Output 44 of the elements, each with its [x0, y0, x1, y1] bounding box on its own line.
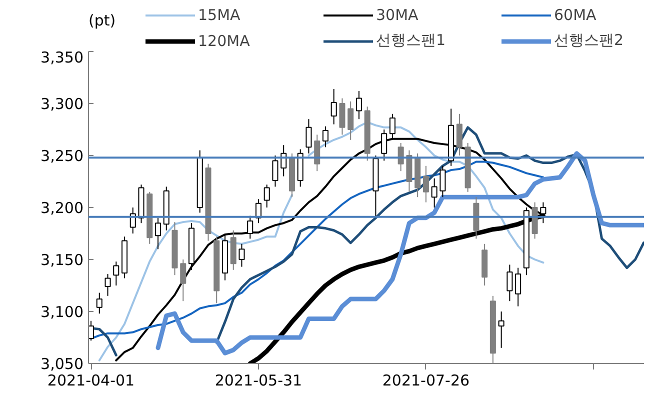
candlestick	[431, 178, 438, 208]
candlestick	[440, 165, 446, 198]
line-series	[156, 151, 644, 356]
candlestick	[356, 90, 362, 120]
candlestick	[515, 267, 522, 307]
y-tick-label: 3,350	[40, 48, 84, 66]
candlestick	[104, 274, 111, 296]
candlestick	[96, 292, 102, 314]
candlestick	[154, 217, 162, 250]
legend-label: 선행스팬1	[376, 31, 447, 50]
candlestick	[322, 126, 328, 148]
candlestick	[506, 264, 513, 302]
candlestick	[339, 98, 346, 136]
legend-label: 선행스팬2	[554, 31, 625, 50]
x-tick-label: 2021-04-01	[47, 372, 135, 390]
legend-label: 15MA	[198, 6, 242, 24]
legend-label: 60MA	[554, 6, 598, 24]
candlestick	[330, 88, 337, 125]
candlestick	[314, 134, 320, 172]
candlestick	[498, 311, 504, 348]
y-tick-label: 3,150	[40, 251, 84, 269]
line-series	[90, 160, 544, 340]
candlestick	[264, 184, 270, 208]
y-tick-label: 3,250	[40, 147, 84, 165]
candlestick	[306, 118, 312, 154]
y-tick-label: 3,300	[40, 95, 84, 113]
y-tick-label: 3,100	[40, 303, 84, 321]
y-tick-label: 3,050	[40, 355, 84, 373]
candlestick	[247, 215, 254, 240]
legend-label: 30MA	[376, 6, 420, 24]
candlestick	[113, 261, 120, 286]
x-tick-label: 2021-05-31	[214, 372, 302, 390]
y-tick-label: 3,200	[40, 199, 84, 217]
candlestick	[272, 155, 278, 188]
candlestick	[398, 142, 404, 172]
candlestick	[422, 165, 429, 203]
candlestick	[180, 259, 186, 302]
legend-label: 120MA	[198, 32, 251, 50]
candlestick	[238, 243, 245, 268]
x-tick-label: 2021-07-26	[382, 372, 470, 390]
y-axis-title: (pt)	[88, 12, 116, 30]
candlestick	[456, 113, 462, 156]
candlestick	[88, 320, 94, 342]
candlestick	[348, 100, 354, 140]
